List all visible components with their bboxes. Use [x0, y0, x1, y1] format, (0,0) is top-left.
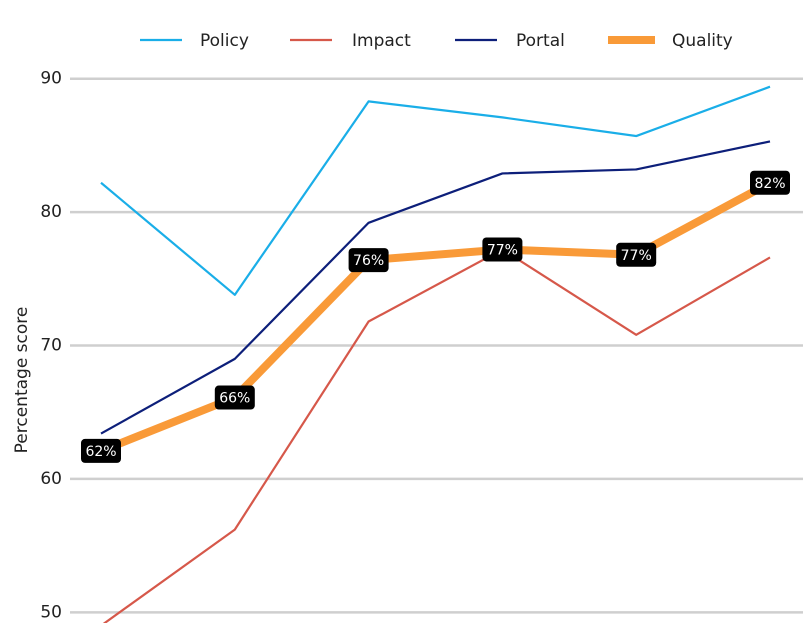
data-label: 77%	[616, 242, 657, 267]
series-line	[102, 248, 771, 623]
y-axis-label: Percentage score	[12, 307, 32, 454]
y-tick-label: 60	[40, 469, 62, 489]
data-label-box	[214, 385, 255, 410]
y-tick-label: 90	[40, 69, 62, 89]
data-label: 82%	[750, 170, 790, 195]
legend-label: Policy	[200, 31, 249, 51]
data-label-box	[81, 438, 121, 463]
legend-label: Portal	[516, 31, 565, 51]
series-line	[100, 85, 771, 296]
series-line	[99, 179, 772, 455]
data-label-text: 82%	[754, 176, 785, 192]
data-label-text: 76%	[353, 253, 384, 269]
legend-label: Impact	[352, 31, 411, 51]
data-label-text: 77%	[487, 242, 518, 258]
legend-label: Quality	[672, 31, 733, 51]
data-label: 77%	[482, 237, 523, 262]
data-label-box	[482, 237, 523, 262]
data-label-text: 62%	[85, 444, 116, 460]
data-label-box	[348, 248, 389, 273]
data-label: 76%	[348, 248, 389, 273]
y-tick-label: 70	[40, 336, 62, 356]
series-line	[100, 140, 771, 435]
data-label-box	[616, 242, 657, 267]
data-label: 66%	[214, 385, 255, 410]
data-label-text: 77%	[621, 248, 652, 264]
data-label-box	[750, 170, 790, 195]
y-tick-label: 80	[40, 202, 62, 222]
data-label: 62%	[81, 438, 121, 463]
data-label-text: 66%	[219, 391, 250, 407]
y-tick-label: 50	[40, 602, 62, 622]
